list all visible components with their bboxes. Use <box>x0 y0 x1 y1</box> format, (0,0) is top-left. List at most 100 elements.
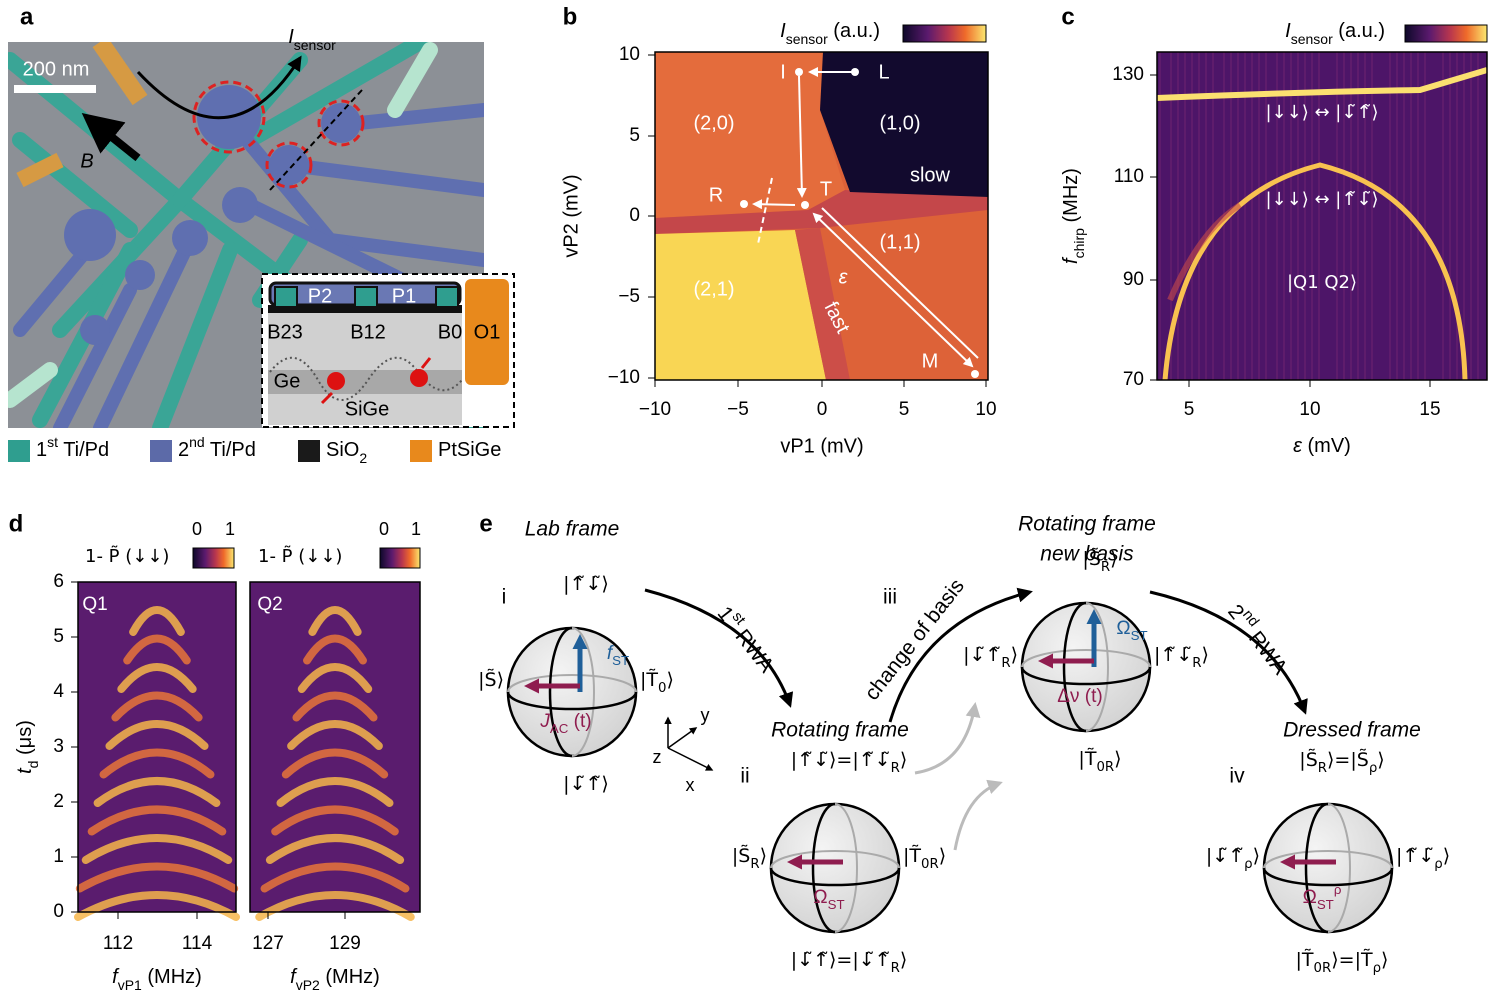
text-part: |↓̃↑̃ <box>1206 845 1244 867</box>
text-part: |S̃⟩ <box>478 668 504 690</box>
region-label: (2,1) <box>693 278 734 300</box>
chevron <box>260 862 410 893</box>
axis-label: y <box>701 705 710 725</box>
point-label: I <box>780 61 786 83</box>
text-part: RWA <box>1241 622 1292 678</box>
state-label: |↓̃↑̃⟩=|↓̃↑̃R⟩ <box>791 949 908 976</box>
y-tick-label: −10 <box>608 367 640 388</box>
y-axis-label: fchirp (MHz) <box>1060 168 1086 264</box>
text-part: Ω <box>813 887 827 908</box>
text-part: Δν (t) <box>1057 686 1102 707</box>
text-part: sensor <box>294 37 336 53</box>
meridian-back <box>1327 803 1351 933</box>
text-part: R <box>891 761 900 776</box>
sphere <box>1262 802 1394 934</box>
legend-swatch <box>298 440 320 462</box>
axis-label: z <box>653 747 662 767</box>
state-label: |Q1 Q2⟩ <box>1287 272 1357 293</box>
transition-label: change of basis <box>860 574 969 704</box>
text-part: (μs) <box>14 720 36 760</box>
chevron <box>87 805 227 836</box>
y-tick-label: 10 <box>619 44 640 65</box>
state-label: |↓↓⟩ ↔ |↑̃↓̃⟩ <box>1265 189 1378 210</box>
text-part: change of basis <box>860 574 969 704</box>
equator-back <box>770 850 900 869</box>
panel-label: b <box>563 3 578 30</box>
text-part: PtSiGe <box>438 439 501 461</box>
y-tick-label: 130 <box>1112 64 1144 85</box>
chevron <box>281 748 389 779</box>
legend-label: 1st Ti/Pd <box>36 434 109 462</box>
text-part: |↓̃↑̃ <box>963 644 1001 666</box>
x-axis-label: ε (mV) <box>1293 435 1351 457</box>
region-label: (1,1) <box>879 231 920 253</box>
sem-image <box>8 42 484 428</box>
text-part: Ti/Pd <box>58 439 109 461</box>
x-tick-label: 5 <box>899 399 910 420</box>
text-part: (mV) <box>1302 435 1351 457</box>
plot-frame <box>249 581 421 913</box>
text-part: |T̃ <box>1078 747 1096 769</box>
text-part: 0R <box>921 857 939 872</box>
text-part: |↑̃↓̃ <box>1396 845 1434 867</box>
text-part: R <box>891 961 900 976</box>
region-label: (1,0) <box>879 112 920 134</box>
meridian-front <box>1304 802 1329 934</box>
point-label: L <box>878 61 889 83</box>
text-part: ST <box>1317 897 1334 912</box>
chevron <box>287 720 383 750</box>
barrier-label: B12 <box>350 321 386 343</box>
colorbar-tick: 0 <box>192 519 202 539</box>
x-tick-label: 112 <box>103 933 133 954</box>
y-tick-label: 90 <box>1123 269 1144 290</box>
text-part: sensor <box>786 31 828 47</box>
x-tick-label: 10 <box>1299 399 1320 420</box>
equator-back <box>1021 649 1151 668</box>
text-part: ST <box>828 897 845 912</box>
field-arrow <box>81 113 141 162</box>
equator-back <box>1263 850 1393 869</box>
meridian-front <box>548 626 573 758</box>
text-part: 0 <box>658 681 666 696</box>
colorbar <box>902 24 987 43</box>
x-tick-label: −5 <box>727 399 749 420</box>
colorbar-title: Isensor (a.u.) <box>780 20 880 46</box>
panel-label: e <box>479 510 492 537</box>
x-tick-label: 127 <box>252 933 284 954</box>
vector-label: fST <box>607 643 629 668</box>
text-part: ⟩ <box>1253 845 1260 867</box>
vector-label: ΩST <box>813 887 844 912</box>
chevron <box>74 891 240 921</box>
text-part: 2 <box>178 439 189 461</box>
cut-line <box>269 89 363 191</box>
state-label: |T̃0R⟩ <box>903 844 946 871</box>
chevron <box>303 634 367 665</box>
state-label: |↓̃↑̃ρ⟩ <box>1206 845 1260 872</box>
basis-arrows <box>914 702 1003 851</box>
y-tick-label: 110 <box>1114 166 1144 187</box>
text-part: ⟩ <box>1381 949 1388 971</box>
text-part: SiO <box>326 439 359 461</box>
text-part: |↑̃↓̃⟩ <box>563 573 609 595</box>
chevron <box>99 748 215 779</box>
equator-front <box>769 867 901 887</box>
state-label: |T̃0R⟩ <box>1078 747 1121 774</box>
text-part: ρ <box>1369 761 1377 776</box>
panel-label: c <box>1061 3 1074 30</box>
meridian-front <box>1062 601 1087 733</box>
text-part: |↑̃↓̃⟩=|↑̃↓̃ <box>791 749 891 771</box>
charge-stability-map <box>655 52 988 380</box>
chevron <box>105 720 209 750</box>
vector-label: ΩST <box>1116 618 1147 643</box>
plot-frame <box>1156 51 1488 381</box>
colorbar-title: 1- P̃ (↓↓) <box>85 546 169 567</box>
text-part: ST <box>1131 628 1148 643</box>
text-part: ⟩ <box>900 749 907 771</box>
state-label: |↑̃↓̃ρ⟩ <box>1396 845 1450 872</box>
text-part: f <box>1060 256 1082 264</box>
y-tick-label: 3 <box>53 736 64 757</box>
text-part: ST <box>612 653 629 668</box>
chevron <box>265 834 405 864</box>
text-part: (MHz) <box>320 966 380 988</box>
